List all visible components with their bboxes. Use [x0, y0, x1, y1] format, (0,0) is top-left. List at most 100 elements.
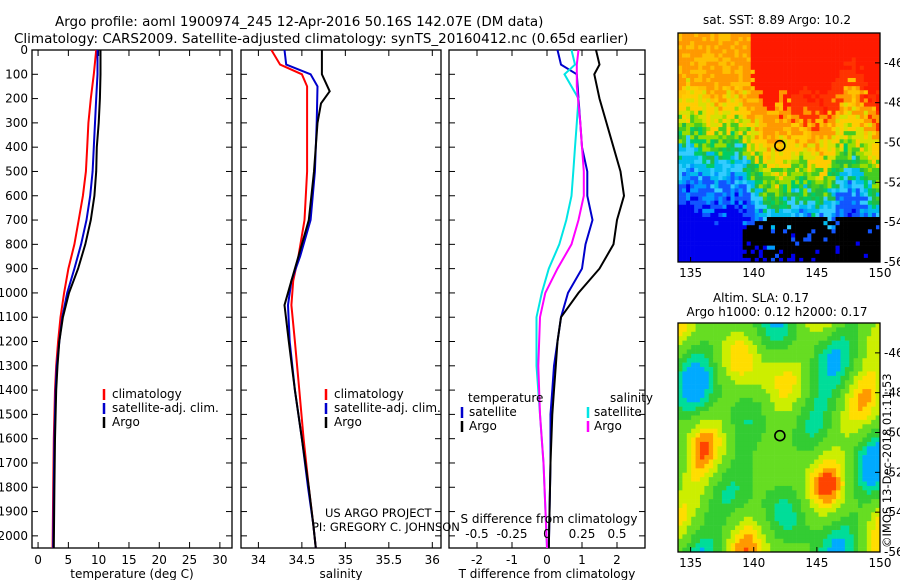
sst-map-cell	[836, 172, 840, 176]
sst-map-cell	[807, 135, 811, 139]
sst-map-cell	[872, 107, 876, 111]
sst-map-cell	[718, 160, 722, 164]
sla-map-cell	[726, 504, 731, 509]
sla-map-cell	[836, 385, 841, 390]
sla-map-cell	[871, 327, 876, 332]
sst-map-cell	[844, 184, 848, 188]
sst-map-cell	[803, 135, 807, 139]
sst-map-cell	[775, 184, 779, 188]
sst-map-cell	[872, 139, 876, 143]
sst-map-cell	[678, 213, 682, 217]
sst-map-cell	[832, 250, 836, 254]
sst-map-cell	[751, 143, 755, 147]
sst-map-cell	[755, 41, 759, 45]
sst-map-cell	[836, 225, 840, 229]
sst-map-cell	[678, 201, 682, 205]
sst-map-cell	[832, 172, 836, 176]
sst-map-cell	[860, 86, 864, 90]
sst-map-cell	[751, 135, 755, 139]
sla-map-cell	[753, 482, 758, 487]
sla-map-cell	[840, 376, 845, 381]
sla-map-cell	[718, 363, 723, 368]
sla-map-cell	[797, 415, 802, 420]
sst-map-cell	[823, 119, 827, 123]
sst-map-cell	[722, 86, 726, 90]
sst-map-cell	[848, 164, 852, 168]
sst-map-cell	[864, 115, 868, 119]
sst-map-cell	[694, 180, 698, 184]
sla-map-cell	[766, 438, 771, 443]
sla-map-cell	[682, 477, 687, 482]
sst-map-cell	[856, 233, 860, 237]
sla-map-cell	[696, 460, 701, 465]
sst-map-cell	[731, 221, 735, 225]
sst-map-cell	[779, 62, 783, 66]
sla-map-cell	[845, 486, 850, 491]
sla-map-cell	[836, 420, 841, 425]
sst-map-cell	[722, 242, 726, 246]
sst-map-cell	[755, 82, 759, 86]
sst-map-cell	[791, 111, 795, 115]
sst-map-cell	[787, 221, 791, 225]
sst-map-cell	[751, 41, 755, 45]
sst-map-cell	[759, 233, 763, 237]
sla-map-cell	[792, 486, 797, 491]
sla-map-cell	[735, 473, 740, 478]
sst-map-cell	[832, 58, 836, 62]
sla-map-cell	[871, 420, 876, 425]
sla-map-cell	[761, 477, 766, 482]
sst-map-cell	[787, 242, 791, 246]
sst-map-cell	[731, 103, 735, 107]
sst-map-cell	[755, 205, 759, 209]
sst-map-cell	[803, 115, 807, 119]
sst-map-cell	[755, 209, 759, 213]
sst-map-cell	[714, 250, 718, 254]
sla-map-cell	[810, 358, 815, 363]
sla-map-cell	[797, 341, 802, 346]
sst-map-cell	[755, 107, 759, 111]
sla-map-cell	[832, 398, 837, 403]
sla-map-cell	[867, 385, 872, 390]
sst-map-cell	[860, 74, 864, 78]
sst-map-cell	[872, 62, 876, 66]
sst-map-cell	[819, 213, 823, 217]
sst-map-cell	[771, 242, 775, 246]
sla-map-cell	[766, 482, 771, 487]
sla-map-cell	[779, 358, 784, 363]
sst-map-cell	[775, 229, 779, 233]
sst-map-cell	[779, 74, 783, 78]
sla-map-cell	[814, 393, 819, 398]
sst-map-cell	[872, 176, 876, 180]
sst-map-cell	[844, 152, 848, 156]
sla-map-cell	[775, 402, 780, 407]
difference-series-satellite-salinity	[537, 50, 579, 548]
sst-map-cell	[779, 127, 783, 131]
sst-map-cell	[840, 66, 844, 70]
sst-map-cell	[860, 103, 864, 107]
sla-map-cell	[788, 389, 793, 394]
sst-map-cell	[856, 242, 860, 246]
sla-map-cell	[770, 504, 775, 509]
sst-map-cell	[783, 90, 787, 94]
sst-map-cell	[860, 94, 864, 98]
sst-map-cell	[819, 94, 823, 98]
sst-map-cell	[686, 246, 690, 250]
sla-map-cell	[797, 371, 802, 376]
sst-map-cell	[860, 156, 864, 160]
sst-map-cell	[840, 233, 844, 237]
sla-map-cell	[678, 393, 683, 398]
sst-map-cell	[860, 66, 864, 70]
sla-map-cell	[849, 345, 854, 350]
sst-map-cell	[710, 86, 714, 90]
sst-map-cell	[702, 246, 706, 250]
sst-map-cell	[747, 180, 751, 184]
sla-map-cell	[731, 420, 736, 425]
sla-map-cell	[761, 327, 766, 332]
sst-map-cell	[702, 229, 706, 233]
sla-map-cell	[691, 349, 696, 354]
sla-map-cell	[682, 354, 687, 359]
sla-map-cell	[744, 402, 749, 407]
sst-map-cell	[759, 152, 763, 156]
sst-map-cell	[735, 225, 739, 229]
sst-map-cell	[868, 152, 872, 156]
